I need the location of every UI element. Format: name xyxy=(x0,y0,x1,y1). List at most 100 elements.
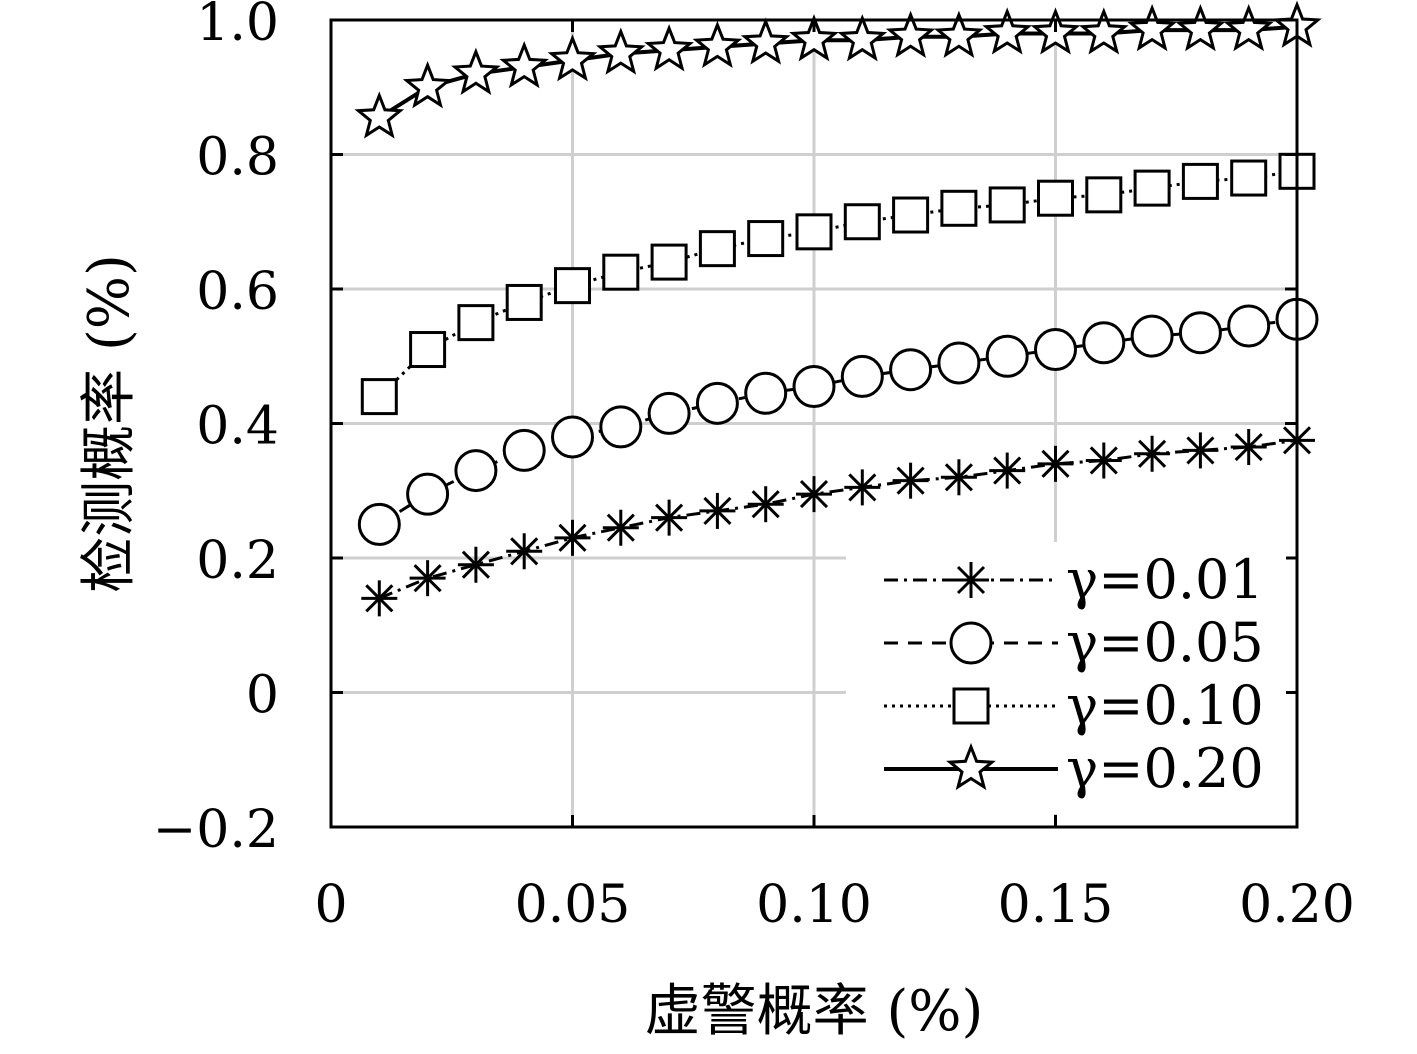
legend-marker xyxy=(949,621,993,665)
data-point xyxy=(1230,429,1267,466)
data-point xyxy=(354,91,405,139)
data-point xyxy=(747,486,784,523)
data-point xyxy=(357,502,401,546)
data-point xyxy=(892,462,929,499)
axis-ticks: 0 0.05 0.10 0.15 0.20 −0.2 0 0.2 0.4 0.6 0.8 1.0 xyxy=(153,0,1355,935)
data-point xyxy=(1085,442,1122,479)
data-point xyxy=(843,203,881,241)
x-tick-label: 0.15 xyxy=(998,875,1114,935)
data-point xyxy=(1085,176,1123,214)
series-1 xyxy=(361,422,1315,617)
data-point xyxy=(982,7,1033,55)
data-point xyxy=(454,449,498,493)
data-point xyxy=(1082,321,1126,365)
data-point xyxy=(934,10,984,58)
data-point xyxy=(795,213,833,251)
data-point xyxy=(502,428,546,472)
legend-label: γ=0.05 xyxy=(1066,611,1264,674)
data-point xyxy=(740,17,791,65)
data-point xyxy=(937,341,981,385)
data-point xyxy=(457,304,495,342)
y-tick-label: 0.2 xyxy=(196,531,279,591)
data-point xyxy=(595,27,646,75)
data-point xyxy=(698,230,736,268)
data-point xyxy=(1130,314,1174,358)
legend-marker xyxy=(953,562,989,598)
data-point xyxy=(940,189,978,227)
data-point xyxy=(1178,311,1222,355)
data-point xyxy=(1230,159,1268,197)
data-point xyxy=(451,47,501,95)
data-point xyxy=(989,452,1026,489)
data-point xyxy=(499,40,550,89)
data-point xyxy=(1037,445,1074,482)
data-point xyxy=(406,472,450,516)
data-point xyxy=(692,20,743,69)
data-point xyxy=(644,24,694,72)
series-2 xyxy=(357,297,1319,546)
x-tick-label: 0.10 xyxy=(756,875,872,935)
data-point xyxy=(647,391,691,435)
y-axis-label: 检测概率 (%) xyxy=(77,254,142,593)
data-point xyxy=(988,186,1026,224)
data-point xyxy=(602,253,640,291)
data-point xyxy=(744,371,788,415)
data-point xyxy=(1133,169,1171,207)
data-point xyxy=(892,196,930,234)
legend-label: γ=0.10 xyxy=(1066,674,1264,737)
data-point xyxy=(602,509,639,546)
series-3 xyxy=(360,152,1316,416)
data-point xyxy=(1127,3,1177,52)
x-tick-label: 0 xyxy=(314,875,347,935)
data-point xyxy=(1181,162,1219,200)
y-tick-label: −0.2 xyxy=(153,800,279,860)
data-point xyxy=(699,492,736,529)
data-point xyxy=(1037,179,1074,217)
plot-area xyxy=(354,0,1322,617)
data-point xyxy=(1182,432,1219,469)
data-point xyxy=(554,519,591,556)
data-point xyxy=(360,378,398,416)
y-tick-label: 0.6 xyxy=(196,262,279,322)
data-point xyxy=(695,381,739,425)
data-point xyxy=(547,34,598,82)
data-point xyxy=(985,334,1029,378)
data-point xyxy=(1078,7,1129,55)
data-point xyxy=(1134,435,1171,472)
legend-label: γ=0.01 xyxy=(1066,548,1264,611)
data-point xyxy=(837,14,888,62)
data-point xyxy=(1175,3,1226,52)
data-point xyxy=(650,243,688,281)
data-point xyxy=(1227,304,1271,348)
series-line xyxy=(378,438,1298,600)
data-point xyxy=(747,220,785,258)
data-point xyxy=(409,331,447,369)
data-point xyxy=(1223,3,1274,52)
data-point xyxy=(554,267,591,305)
data-point xyxy=(885,10,936,58)
data-point xyxy=(457,546,494,583)
y-tick-label: 1.0 xyxy=(196,0,279,53)
data-point xyxy=(792,365,836,409)
legend-marker xyxy=(952,687,990,725)
data-point xyxy=(409,560,446,597)
y-tick-label: 0.8 xyxy=(196,128,279,188)
series-line xyxy=(378,169,1298,398)
legend-label: γ=0.20 xyxy=(1066,737,1264,800)
x-tick-label: 0.20 xyxy=(1239,875,1355,935)
data-point xyxy=(889,348,933,392)
y-tick-label: 0.4 xyxy=(196,397,279,457)
data-point xyxy=(1034,328,1077,372)
data-point xyxy=(651,499,688,536)
data-point xyxy=(361,580,398,617)
y-tick-label: 0 xyxy=(246,666,279,726)
series-4 xyxy=(354,0,1322,139)
data-point xyxy=(789,14,839,62)
data-point xyxy=(840,354,884,398)
x-axis-label: 虚警概率 (%) xyxy=(645,979,984,1044)
data-point xyxy=(402,61,453,109)
grid xyxy=(331,20,1297,827)
x-tick-label: 0.05 xyxy=(515,875,631,935)
data-point xyxy=(505,283,543,321)
